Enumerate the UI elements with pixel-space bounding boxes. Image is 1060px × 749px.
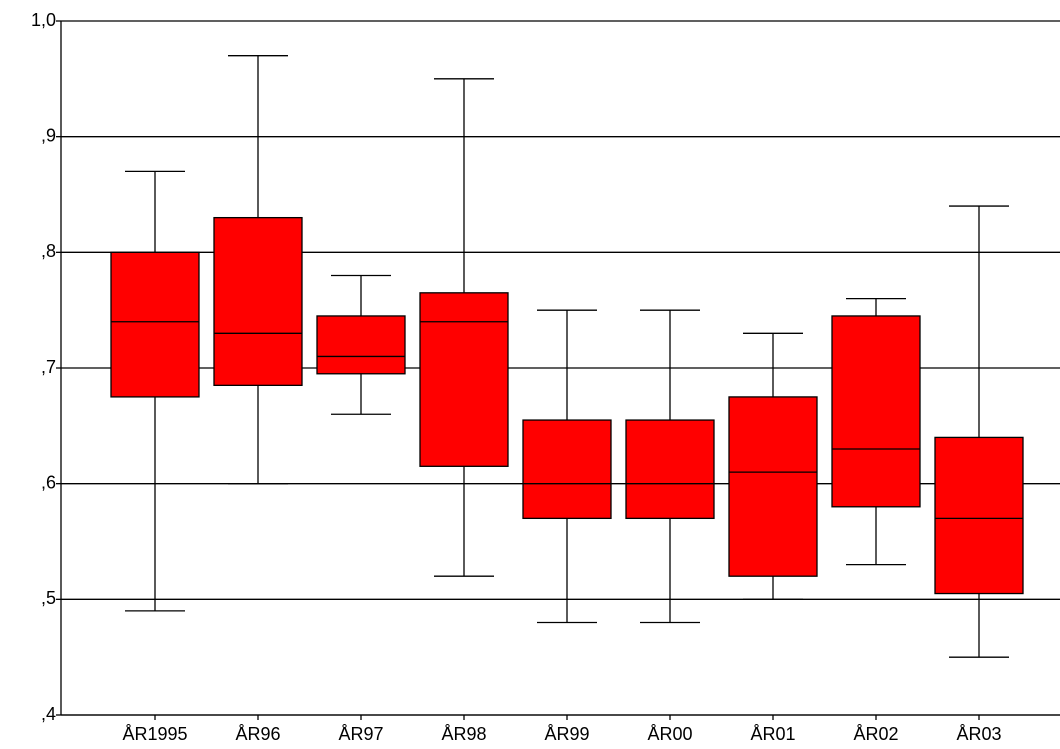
box (419, 292, 509, 467)
x-tick-label: ÅR1995 (122, 724, 187, 744)
y-tick-label: 1,0 (31, 10, 56, 30)
y-tick-label: ,6 (41, 472, 56, 492)
box (831, 315, 921, 508)
y-tick-label: ,5 (41, 588, 56, 608)
x-tick-label: ÅR00 (647, 724, 692, 744)
x-tick-label: ÅR96 (235, 724, 280, 744)
box (110, 251, 200, 398)
x-tick-label: ÅR02 (853, 724, 898, 744)
y-tick-label: ,8 (41, 241, 56, 261)
y-tick-label: ,4 (41, 704, 56, 724)
box (625, 419, 715, 520)
y-tick-label: ,7 (41, 357, 56, 377)
box (213, 216, 303, 386)
box (728, 396, 818, 577)
x-tick-label: ÅR03 (956, 724, 1001, 744)
x-tick-label: ÅR99 (544, 724, 589, 744)
x-tick-label: ÅR98 (441, 724, 486, 744)
x-tick-label: ÅR01 (750, 724, 795, 744)
box (934, 436, 1024, 595)
x-tick-label: ÅR97 (338, 724, 383, 744)
y-tick-label: ,9 (41, 125, 56, 145)
box (522, 419, 612, 520)
box (316, 315, 406, 375)
